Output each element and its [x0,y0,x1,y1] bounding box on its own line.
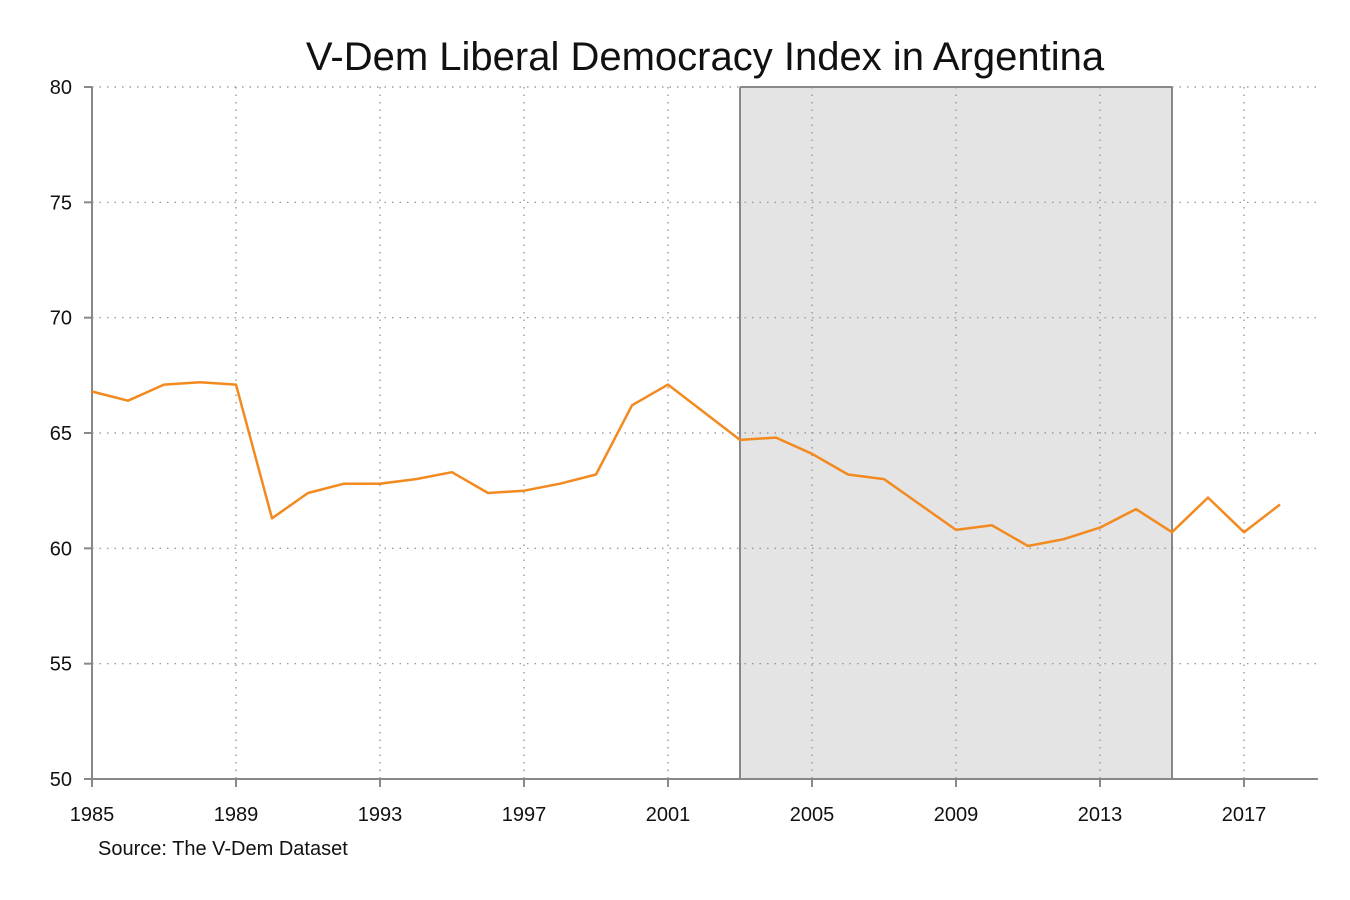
y-tick-label: 60 [50,538,72,560]
y-tick-label: 70 [50,308,72,330]
series-layer [91,381,1281,548]
grid-layer [92,86,1318,779]
x-tick-label: 2005 [790,804,835,826]
x-tick-label: 1985 [70,804,115,826]
x-tick-label: 1993 [358,804,403,826]
y-tick-label: 50 [50,769,72,791]
x-tick-label: 1989 [214,804,259,826]
tick-labels: 50 55 60 65 70 75 80 1985 1989 1993 1997 2001 2005 20… [50,77,1267,826]
y-tick-label: 75 [50,192,72,214]
y-tick-label: 80 [50,77,72,99]
source-note: Source: The V-Dem Dataset [98,838,348,860]
series-line [91,381,1281,548]
x-tick-label: 1997 [502,804,547,826]
y-tick-label: 55 [50,654,72,676]
chart-title: V-Dem Liberal Democracy Index in Argenti… [306,35,1105,79]
x-tick-label: 2017 [1222,804,1267,826]
y-tick-label: 65 [50,423,72,445]
x-tick-label: 2009 [934,804,979,826]
x-tick-label: 2001 [646,804,691,826]
x-tick-label: 2013 [1078,804,1123,826]
